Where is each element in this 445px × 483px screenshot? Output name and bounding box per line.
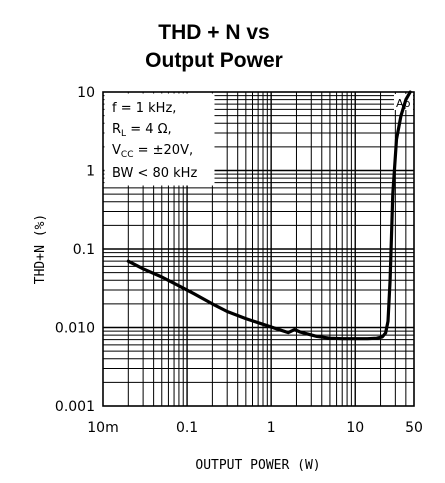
y-tick-label: 1 [86,164,95,180]
y-tick-label: 0.010 [55,321,95,337]
legend-frequency: f = 1 kHz, [112,101,176,116]
y-tick-label: 0.001 [55,399,95,415]
legend-box: f = 1 kHz, RL = 4 Ω, VCC = ±20V, BW < 80… [104,93,215,186]
x-tick-labels: 10m 0.1 1 10 50 [87,420,423,436]
x-tick-label: 0.1 [176,420,198,436]
x-tick-label: 10m [87,420,118,436]
x-axis-label: OUTPUT POWER (W) [195,458,320,473]
x-tick-label: 50 [405,420,423,436]
legend-bandwidth: BW < 80 kHz [112,166,197,181]
legend-supply: VCC = ±20V, [112,143,193,160]
y-tick-labels: 10 1 0.1 0.010 0.001 [55,85,95,415]
chart-title-line1: THD + N vs [158,21,269,44]
legend-load: RL = 4 Ω, [112,122,172,139]
x-tick-label: 1 [267,420,276,436]
chart-title-line2: Output Power [145,49,283,72]
plot-frame [102,91,415,407]
x-tick-label: 10 [346,420,364,436]
y-tick-label: 10 [77,85,95,101]
y-tick-label: 0.1 [73,242,95,258]
y-axis-label: THD+N (%) [33,214,48,284]
thd-curve [126,90,412,341]
